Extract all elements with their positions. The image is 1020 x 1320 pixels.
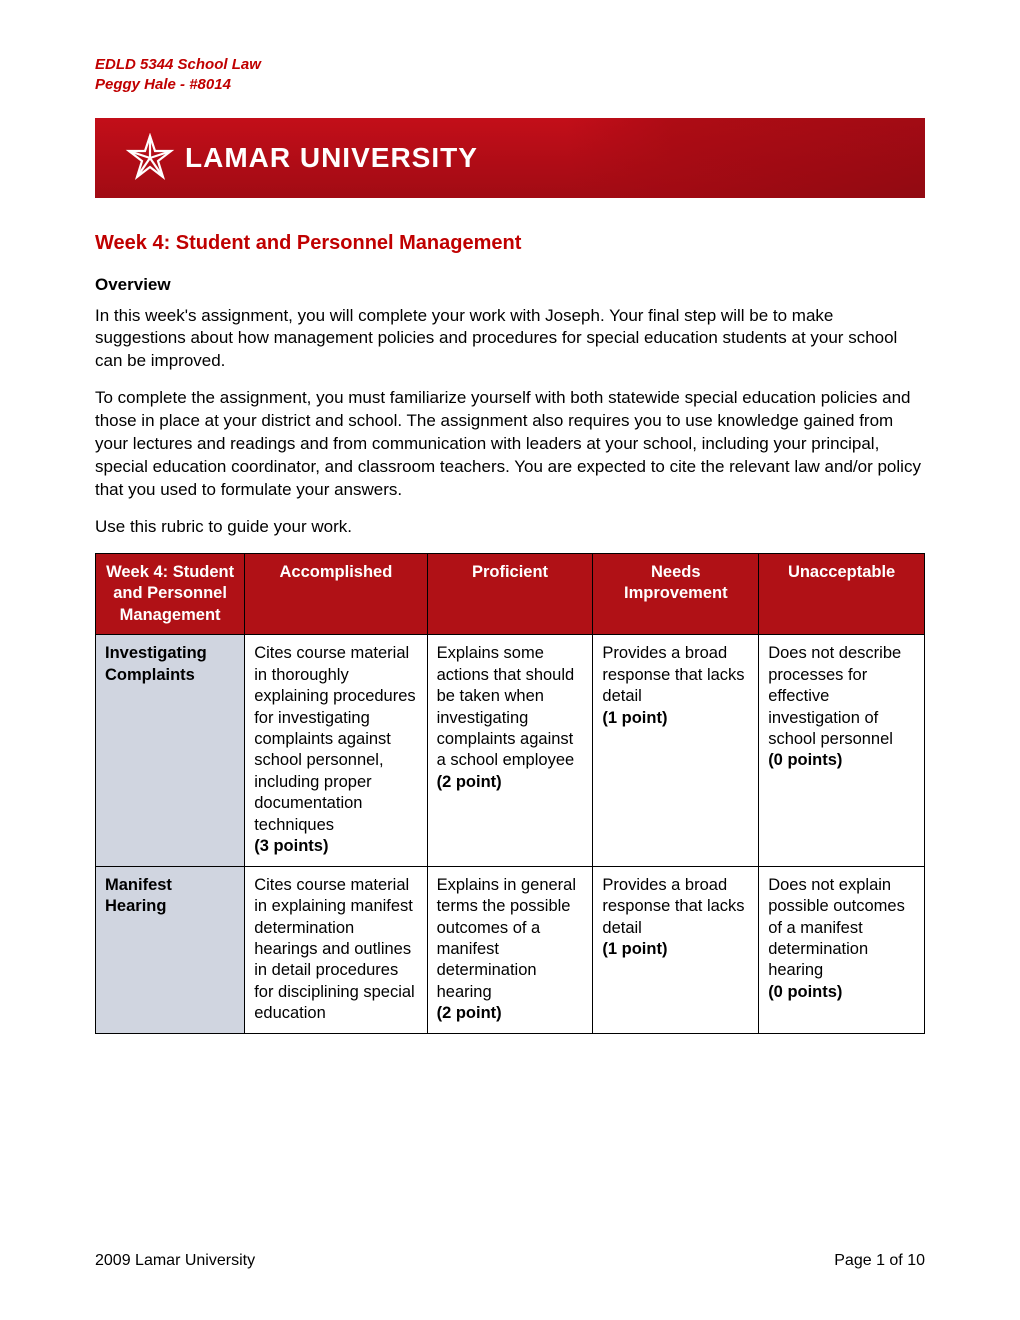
cell: Cites course material in thoroughly expl… [245, 635, 427, 866]
cell: Cites course material in explaining mani… [245, 866, 427, 1033]
col-header-4: Unacceptable [759, 553, 925, 634]
row-label-1: Manifest Hearing [96, 866, 245, 1033]
rubric-header-row: Week 4: Student and Personnel Management… [96, 553, 925, 634]
row-label-0: Investigating Complaints [96, 635, 245, 866]
university-logo: LAMAR UNIVERSITY [125, 133, 478, 183]
cell: Does not explain possible outcomes of a … [759, 866, 925, 1033]
university-banner: LAMAR UNIVERSITY [95, 118, 925, 198]
overview-heading: Overview [95, 275, 925, 295]
star-icon [125, 133, 175, 183]
rubric-table: Week 4: Student and Personnel Management… [95, 553, 925, 1034]
col-header-3: Needs Improvement [593, 553, 759, 634]
page-footer: 2009 Lamar University Page 1 of 10 [95, 1252, 925, 1270]
cell: Explains some actions that should be tak… [427, 635, 593, 866]
university-name: LAMAR UNIVERSITY [185, 142, 478, 174]
table-row: Investigating Complaints Cites course ma… [96, 635, 925, 866]
footer-left: 2009 Lamar University [95, 1252, 255, 1270]
col-header-1: Accomplished [245, 553, 427, 634]
student-name: Peggy Hale - #8014 [95, 75, 925, 95]
col-header-0: Week 4: Student and Personnel Management [96, 553, 245, 634]
cell: Provides a broad response that lacks det… [593, 866, 759, 1033]
col-header-2: Proficient [427, 553, 593, 634]
footer-right: Page 1 of 10 [834, 1252, 925, 1270]
cell: Provides a broad response that lacks det… [593, 635, 759, 866]
course-header: EDLD 5344 School Law Peggy Hale - #8014 [95, 55, 925, 96]
course-code: EDLD 5344 School Law [95, 55, 925, 75]
overview-para-2: To complete the assignment, you must fam… [95, 387, 925, 502]
document-page: EDLD 5344 School Law Peggy Hale - #8014 … [0, 0, 1020, 1320]
overview-para-3: Use this rubric to guide your work. [95, 516, 925, 539]
page-title: Week 4: Student and Personnel Management [95, 232, 925, 255]
overview-para-1: In this week's assignment, you will comp… [95, 305, 925, 374]
table-row: Manifest Hearing Cites course material i… [96, 866, 925, 1033]
cell: Explains in general terms the possible o… [427, 866, 593, 1033]
cell: Does not describe processes for effectiv… [759, 635, 925, 866]
